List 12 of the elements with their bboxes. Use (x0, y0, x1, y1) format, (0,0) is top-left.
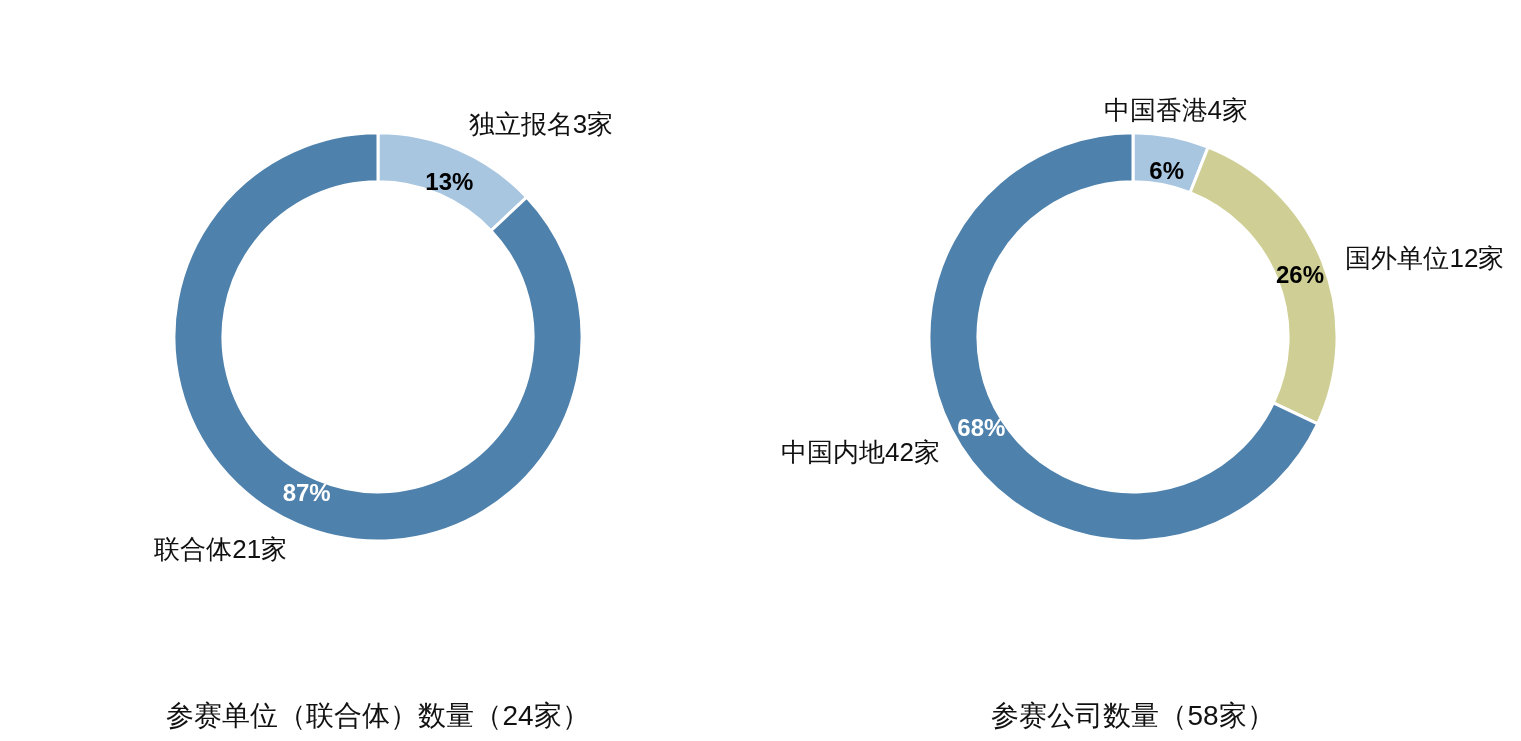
text: 参赛公司数量（58家） (991, 699, 1275, 731)
slice-label: 国外单位12家 (1345, 242, 1505, 273)
data-label: 87% (282, 478, 331, 506)
text: 参赛单位（联合体）数量（24家） (166, 699, 590, 731)
slice-label: 联合体21家 (154, 534, 288, 565)
slice-label: 中国内地42家 (781, 437, 941, 468)
data-label: 6% (1149, 157, 1184, 185)
slice-label: 中国香港4家 (1103, 95, 1249, 126)
data-label: 26% (1275, 261, 1324, 289)
slice-label: 独立报名3家 (468, 109, 614, 140)
data-label: 68% (957, 414, 1006, 442)
data-label: 13% (425, 168, 474, 196)
